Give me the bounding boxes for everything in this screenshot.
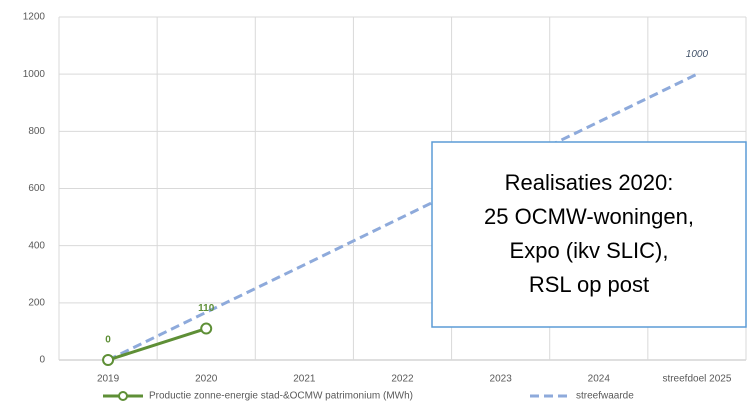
legend-label: streefwaarde xyxy=(576,391,634,402)
annotation-line: Realisaties 2020: xyxy=(505,170,674,195)
y-tick-label: 400 xyxy=(28,240,45,251)
y-tick-label: 1000 xyxy=(23,69,46,80)
annotation-line: RSL op post xyxy=(529,272,649,297)
series-line xyxy=(107,72,698,362)
y-tick-label: 0 xyxy=(39,355,45,366)
data-label: 110 xyxy=(198,303,215,314)
annotation-box xyxy=(431,141,747,328)
y-tick-label: 600 xyxy=(28,183,45,194)
x-tick-label: 2020 xyxy=(195,374,218,385)
x-tick-label: 2019 xyxy=(97,374,120,385)
x-tick-label: 2022 xyxy=(391,374,414,385)
point xyxy=(200,322,213,335)
point xyxy=(102,354,115,366)
series-line xyxy=(107,327,207,362)
x-tick-label: 2024 xyxy=(588,374,611,385)
data-label: 1000 xyxy=(686,49,709,60)
annotation-line: 25 OCMW-woningen, xyxy=(484,204,694,229)
data-label: 0 xyxy=(105,335,111,346)
legend-marker xyxy=(118,391,128,401)
y-tick-label: 1200 xyxy=(23,12,46,23)
x-tick-label: 2023 xyxy=(490,374,513,385)
x-tick-label: 2021 xyxy=(293,374,316,385)
annotation-line: Expo (ikv SLIC), xyxy=(510,238,669,263)
legend-label: Productie zonne-energie stad-&OCMW patri… xyxy=(149,391,413,402)
x-tick-label: streefdoel 2025 xyxy=(662,374,731,385)
y-tick-label: 200 xyxy=(28,297,45,308)
y-tick-label: 800 xyxy=(28,126,45,137)
